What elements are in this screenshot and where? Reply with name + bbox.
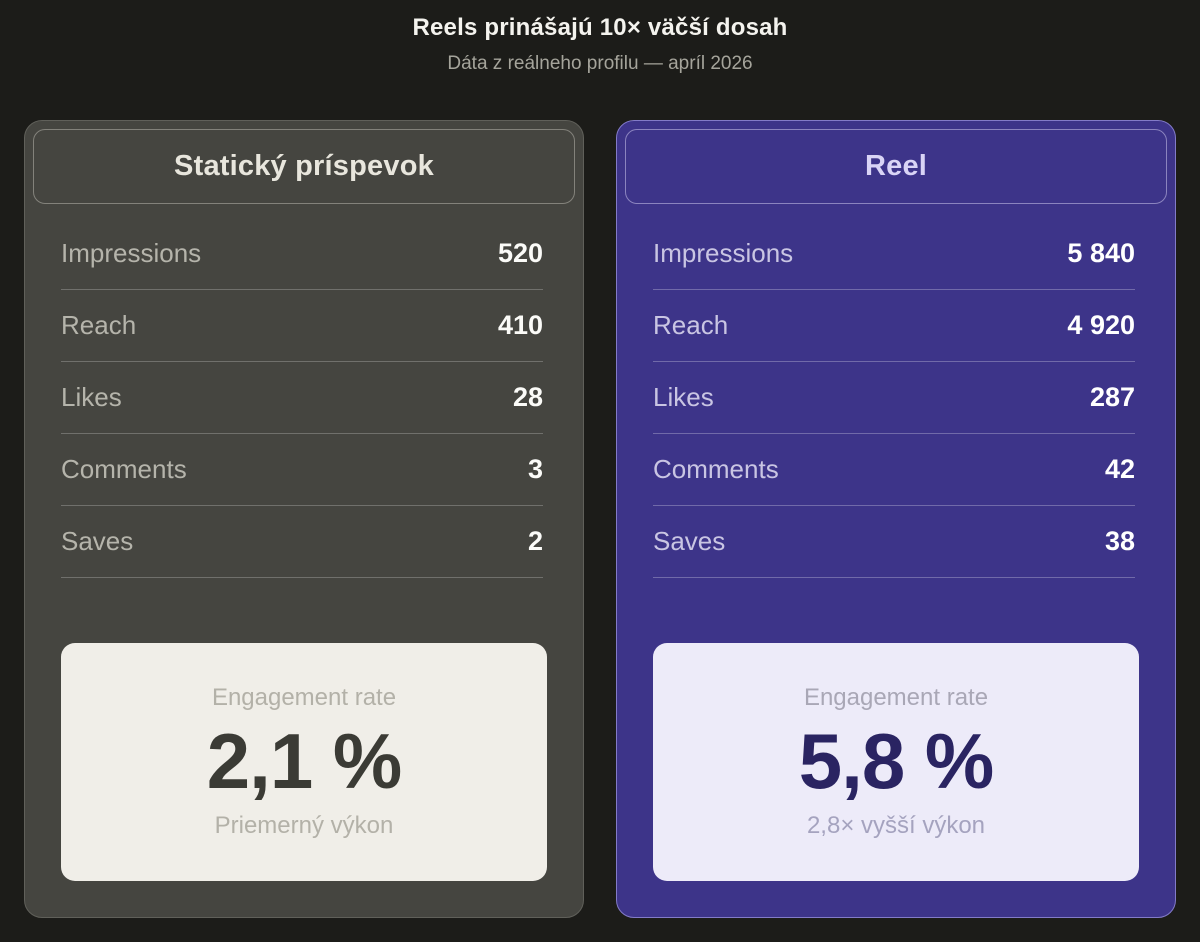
metric-label: Saves: [653, 525, 726, 556]
static-post-metrics: Impressions 520 Reach 410 Likes 28 Comme…: [61, 218, 543, 578]
static-post-card-title: Statický príspevok: [33, 129, 575, 204]
metric-label: Likes: [61, 381, 122, 412]
comparison-cards: Statický príspevok Impressions 520 Reach…: [0, 120, 1200, 918]
metric-value: 410: [497, 309, 543, 340]
metric-value: 4 920: [1067, 309, 1135, 340]
metric-row-likes: Likes 287: [653, 362, 1135, 434]
metric-row-impressions: Impressions 5 840: [653, 218, 1135, 290]
engagement-rate-value: 5,8 %: [798, 716, 994, 805]
metric-label: Impressions: [653, 237, 794, 268]
metric-value: 3: [527, 453, 543, 484]
engagement-rate-caption: Priemerný výkon: [214, 811, 394, 839]
metric-value: 42: [1104, 453, 1135, 484]
metric-row-saves: Saves 38: [653, 506, 1135, 578]
metric-value: 28: [512, 381, 543, 412]
reel-card: Reel Impressions 5 840 Reach 4 920 Likes…: [616, 120, 1176, 918]
metric-row-likes: Likes 28: [61, 362, 543, 434]
metric-value: 287: [1089, 381, 1135, 412]
metric-value: 2: [527, 525, 543, 556]
metric-row-comments: Comments 3: [61, 434, 543, 506]
reel-card-title: Reel: [625, 129, 1167, 204]
metric-label: Comments: [653, 453, 779, 484]
engagement-rate-label: Engagement rate: [211, 683, 397, 711]
metric-label: Reach: [61, 309, 137, 340]
page-header: Reels prinášajú 10× väčší dosah Dáta z r…: [0, 0, 1200, 76]
static-post-card: Statický príspevok Impressions 520 Reach…: [24, 120, 584, 918]
reel-metrics: Impressions 5 840 Reach 4 920 Likes 287 …: [653, 218, 1135, 578]
metric-value: 38: [1104, 525, 1135, 556]
metric-label: Comments: [61, 453, 187, 484]
page-subtitle: Dáta z reálneho profilu — apríl 2026: [447, 53, 753, 74]
metric-row-reach: Reach 410: [61, 290, 543, 362]
engagement-rate-caption: 2,8× vyšší výkon: [806, 811, 986, 839]
static-post-engagement-box: Engagement rate 2,1 % Priemerný výkon: [61, 642, 547, 881]
metric-label: Likes: [653, 381, 714, 412]
metric-label: Saves: [61, 525, 134, 556]
metric-row-impressions: Impressions 520: [61, 218, 543, 290]
metric-value: 520: [497, 237, 543, 268]
metric-row-reach: Reach 4 920: [653, 290, 1135, 362]
metric-value: 5 840: [1067, 237, 1135, 268]
metric-label: Reach: [653, 309, 729, 340]
metric-row-saves: Saves 2: [61, 506, 543, 578]
reel-engagement-box: Engagement rate 5,8 % 2,8× vyšší výkon: [653, 642, 1139, 881]
metric-label: Impressions: [61, 237, 202, 268]
engagement-rate-label: Engagement rate: [803, 683, 989, 711]
engagement-rate-value: 2,1 %: [206, 716, 402, 805]
page-title: Reels prinášajú 10× väčší dosah: [412, 14, 788, 41]
metric-row-comments: Comments 42: [653, 434, 1135, 506]
